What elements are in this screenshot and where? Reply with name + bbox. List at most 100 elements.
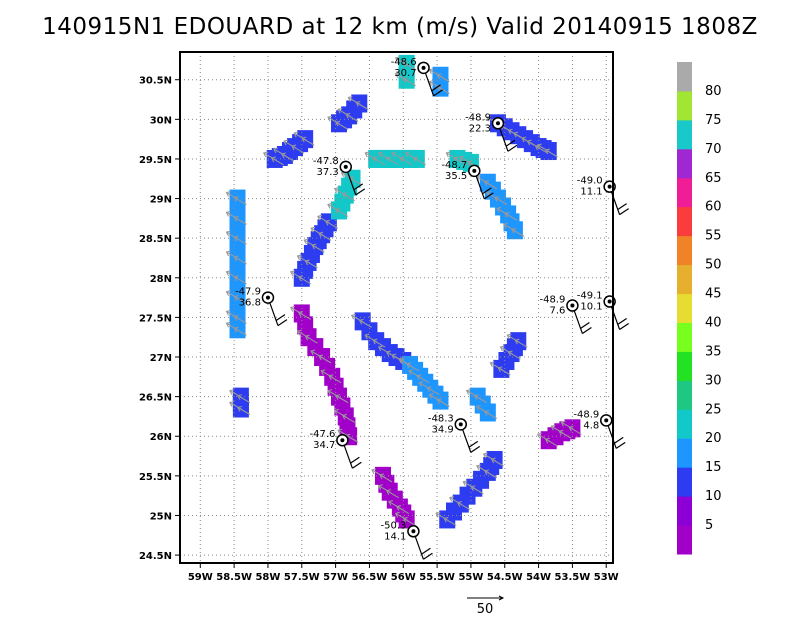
wind-vector-head bbox=[233, 314, 239, 321]
wind-vector-head bbox=[317, 214, 322, 221]
wind-vector bbox=[474, 395, 487, 404]
wind-vector-head bbox=[385, 489, 391, 495]
wind-vector-head bbox=[371, 468, 377, 475]
station-value-bottom: 37.3 bbox=[316, 167, 338, 178]
colorbar-swatch bbox=[677, 264, 692, 295]
colorbar-swatch bbox=[677, 467, 692, 497]
wind-vector-head bbox=[385, 350, 391, 357]
wind-vector bbox=[359, 319, 372, 328]
wind-vector-head bbox=[293, 131, 299, 138]
wind-barb-feather bbox=[615, 441, 626, 449]
wind-vector bbox=[386, 157, 400, 166]
wind-vector bbox=[413, 157, 427, 166]
colorbar-swatch bbox=[677, 206, 692, 237]
station-center-icon bbox=[421, 65, 426, 70]
wind-vector bbox=[298, 311, 312, 320]
colorbar-swatch bbox=[677, 235, 692, 266]
wind-vector-head bbox=[345, 112, 351, 119]
wind-vector bbox=[298, 276, 312, 285]
wind-vector-head bbox=[296, 254, 302, 261]
wind-vector bbox=[345, 434, 359, 443]
colorbar-label: 55 bbox=[705, 229, 722, 244]
wind-vector-head bbox=[391, 353, 397, 360]
wind-vector-head bbox=[364, 333, 370, 340]
y-tick-label: 30.5N bbox=[139, 76, 172, 87]
wind-vector-head bbox=[301, 136, 307, 143]
wind-vector bbox=[356, 102, 369, 110]
wind-vector-head bbox=[513, 131, 519, 138]
wind-vector-head bbox=[489, 361, 495, 368]
x-tick-label: 56.5W bbox=[352, 572, 388, 583]
wind-vector-head bbox=[456, 501, 462, 507]
wind-barb-feather bbox=[353, 183, 364, 191]
wind-vector-head bbox=[418, 381, 424, 387]
wind-vector bbox=[305, 335, 318, 344]
wind-vector-head bbox=[311, 243, 317, 250]
wind-vector-head bbox=[341, 192, 347, 198]
wind-vector-head bbox=[333, 187, 339, 193]
x-tick-label: 57.5W bbox=[284, 572, 320, 583]
wind-vector bbox=[403, 78, 416, 87]
wind-vector-head bbox=[404, 151, 410, 158]
wind-cells-layer bbox=[229, 54, 581, 529]
wind-vector-head bbox=[372, 156, 378, 163]
wind-vector bbox=[234, 296, 247, 305]
colorbar-label: 70 bbox=[705, 142, 722, 157]
wind-vector-head bbox=[337, 107, 343, 114]
wind-vector-head bbox=[490, 457, 496, 464]
station-marker: -48.735.5 bbox=[441, 160, 494, 200]
station-marker: -47.634.7 bbox=[310, 429, 362, 469]
y-tick-label: 30N bbox=[150, 115, 172, 126]
station-value-top: -48.9 bbox=[573, 409, 599, 420]
wind-vector-head bbox=[412, 156, 418, 163]
wind-vector bbox=[328, 375, 342, 384]
wind-vector-head bbox=[233, 255, 239, 262]
wind-vector bbox=[515, 339, 528, 348]
wind-vector-head bbox=[467, 160, 473, 167]
wind-vector-head bbox=[327, 202, 333, 209]
wind-vector-head bbox=[333, 408, 339, 415]
wind-barb-feather bbox=[507, 144, 518, 152]
wind-barb-feather bbox=[355, 188, 366, 196]
wind-vector-head bbox=[320, 369, 326, 376]
wind-barb-feather bbox=[275, 314, 286, 322]
wind-vector-head bbox=[504, 211, 510, 218]
wind-vector-head bbox=[428, 80, 434, 86]
colorbar-label: 50 bbox=[705, 258, 722, 273]
wind-vector-head bbox=[402, 61, 408, 68]
x-axis-ticks: 59W 58.5W 58W 57.5W 57W 56.5W 56W 55.5W 55W 54.5W… bbox=[188, 563, 619, 583]
wind-vector bbox=[511, 228, 525, 237]
wind-vector-head bbox=[426, 386, 432, 392]
wind-vector bbox=[312, 244, 325, 253]
station-value-bottom: 30.7 bbox=[394, 68, 416, 79]
y-tick-label: 25.5N bbox=[139, 472, 172, 483]
station-value-bottom: 34.9 bbox=[432, 424, 454, 435]
wind-vector bbox=[234, 276, 247, 285]
wind-vector bbox=[403, 62, 416, 71]
wind-vector-head bbox=[459, 155, 465, 162]
wind-vector-head bbox=[507, 350, 513, 357]
station-marker: -47.837.3 bbox=[313, 156, 366, 196]
station-value-bottom: 10.1 bbox=[580, 302, 602, 313]
wind-vector bbox=[342, 193, 356, 202]
colorbar-label: 80 bbox=[705, 84, 722, 99]
wind-vector-head bbox=[399, 156, 405, 163]
wind-vector-head bbox=[327, 115, 333, 122]
station-value-bottom: 7.6 bbox=[550, 306, 566, 317]
wind-vector-head bbox=[465, 389, 471, 395]
wind-vector-head bbox=[291, 144, 297, 151]
wind-vector bbox=[345, 113, 359, 122]
wind-barb-feather bbox=[431, 84, 441, 92]
wind-vector bbox=[372, 339, 386, 348]
wind-vector-head bbox=[448, 496, 454, 502]
colorbar: 5 10 15 20 25 30 35 40 45 50 55 60 65 70 75 80 bbox=[677, 62, 722, 555]
colorbar-label: 40 bbox=[705, 315, 722, 330]
wind-vector bbox=[305, 260, 318, 269]
wind-vector-head bbox=[304, 334, 310, 341]
wind-vector-head bbox=[262, 151, 268, 158]
station-value-top: -48.9 bbox=[540, 295, 566, 306]
wind-vector-head bbox=[526, 139, 532, 146]
wind-vector-head bbox=[494, 196, 500, 202]
x-tick-label: 56W bbox=[391, 572, 416, 583]
x-tick-label: 53W bbox=[594, 572, 619, 583]
